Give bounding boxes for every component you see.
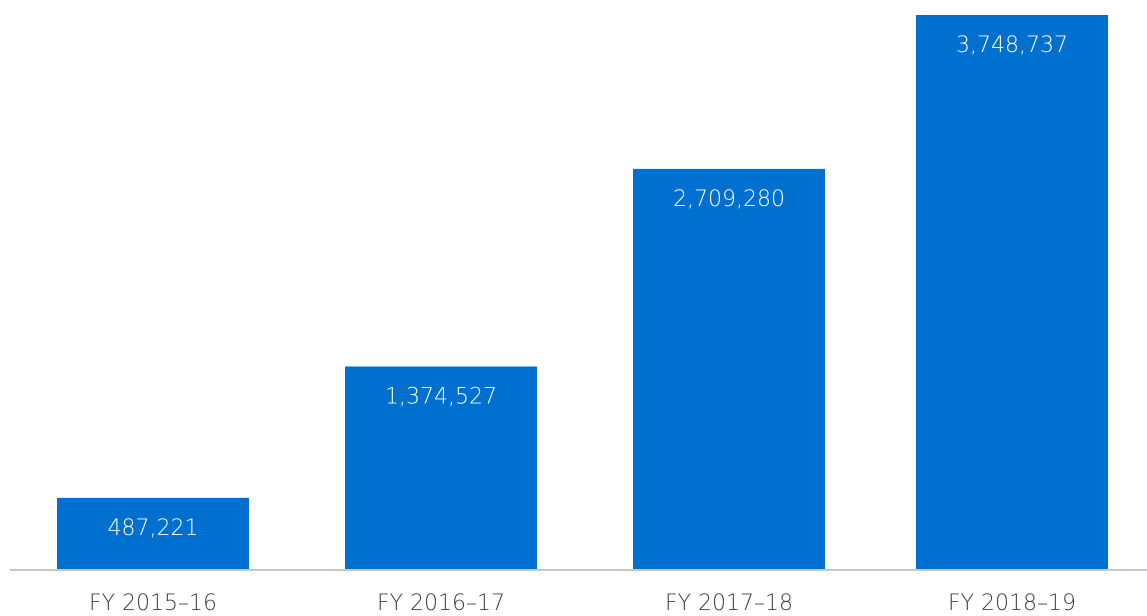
bar-3 xyxy=(633,168,825,570)
bar-1 xyxy=(57,497,249,570)
value-labels-group: 487,221 1,374,527 2,709,280 3,748,737 xyxy=(108,33,1068,541)
x-tick-label-3: FY 2017–18 xyxy=(665,591,793,616)
x-tick-labels-group: FY 2015–16 FY 2016–17 FY 2017–18 FY 2018–19 xyxy=(89,591,1076,616)
bar-4 xyxy=(916,15,1108,570)
bars-group xyxy=(57,15,1108,570)
bar-value-label-3: 2,709,280 xyxy=(673,187,785,212)
x-tick-label-4: FY 2018–19 xyxy=(948,591,1076,616)
x-tick-label-2: FY 2016–17 xyxy=(377,591,505,616)
bar-value-label-2: 1,374,527 xyxy=(385,385,497,410)
bar-value-label-4: 3,748,737 xyxy=(956,33,1068,58)
bar-2 xyxy=(345,366,537,570)
bar-value-label-1: 487,221 xyxy=(108,516,199,541)
x-tick-label-1: FY 2015–16 xyxy=(89,591,217,616)
